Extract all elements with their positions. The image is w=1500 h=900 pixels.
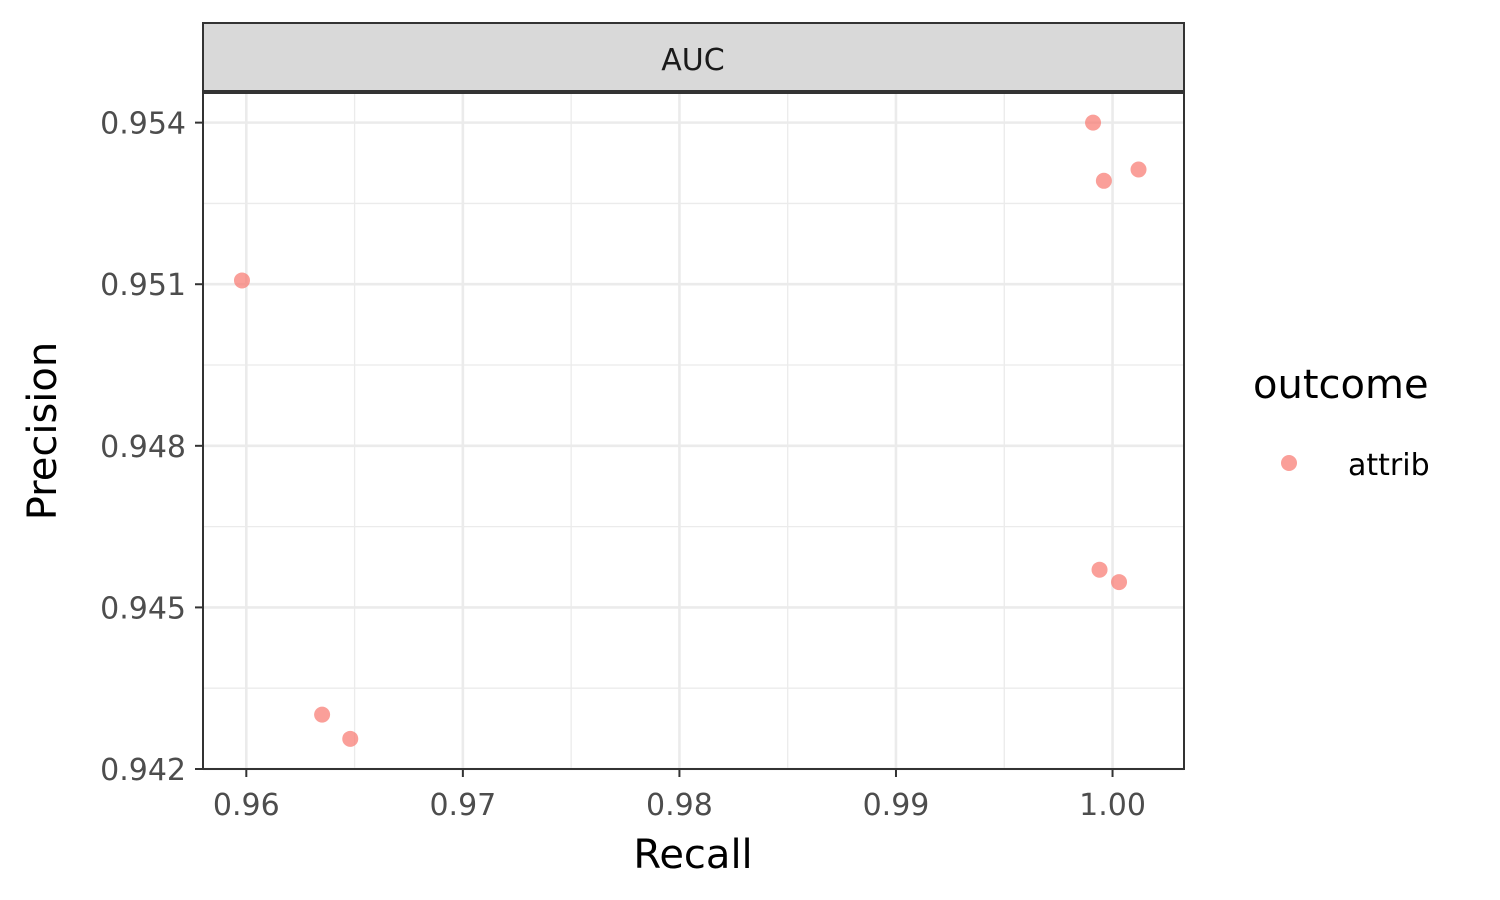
facet-label: AUC [661,43,724,78]
data-point [1085,114,1102,131]
x-tick-label: 0.97 [429,788,496,823]
legend: outcome attrib [1253,362,1430,483]
y-tick-label: 0.948 [100,430,186,465]
data-point [342,730,359,747]
legend-label-attrib: attrib [1348,448,1430,483]
y-tick-label: 0.951 [100,268,186,303]
grid-minor [203,93,1184,769]
x-tick-label: 1.00 [1079,788,1146,823]
plot-panel [203,93,1184,769]
data-point [1111,574,1128,591]
x-tick-label: 0.98 [646,788,713,823]
data-point [1091,561,1108,578]
facet-strip [202,22,1185,92]
data-points [233,114,1147,747]
legend-title: outcome [1253,362,1429,408]
legend-key-attrib [1281,455,1297,471]
x-tick-label: 0.96 [213,788,280,823]
x-tick-label: 0.99 [863,788,930,823]
data-point [1095,172,1112,189]
y-tick-label: 0.942 [100,753,186,788]
y-axis-title: Precision [20,342,66,520]
data-point [233,272,250,289]
panel-border [202,92,1185,770]
x-axis-title: Recall [633,832,752,878]
y-tick-label: 0.945 [100,591,186,626]
data-point [1130,161,1147,178]
y-axis-ticks: 0.942 0.945 0.948 0.951 0.954 [100,107,203,788]
data-point [314,706,331,723]
y-tick-label: 0.954 [100,107,186,142]
x-axis-ticks: 0.96 0.97 0.98 0.99 1.00 [213,769,1146,823]
